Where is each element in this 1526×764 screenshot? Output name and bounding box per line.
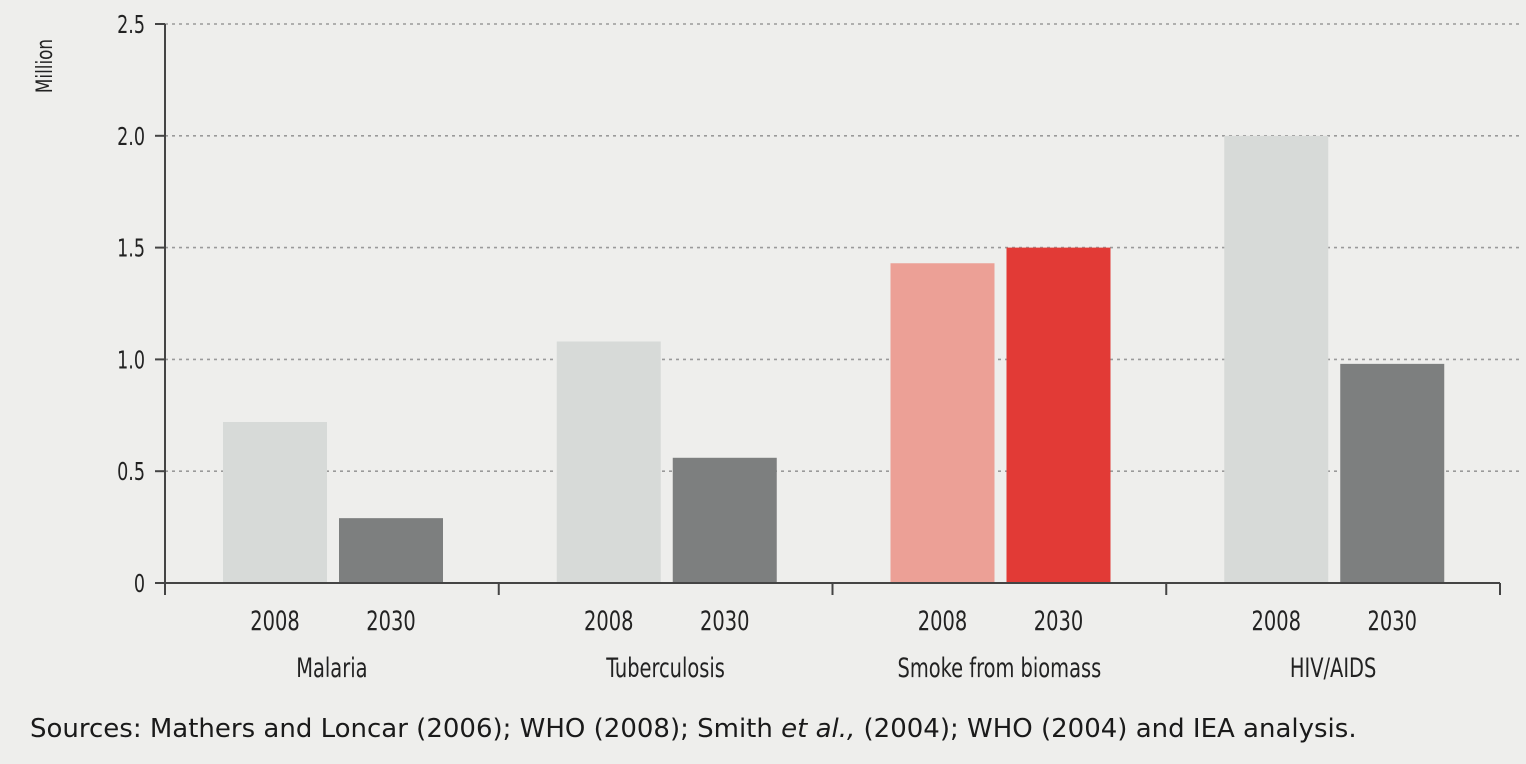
bar-hiv-aids-2008 <box>1224 135 1329 584</box>
bar-malaria-2008 <box>223 422 327 583</box>
source-prefix: Sources: Mathers and Loncar (2006); WHO … <box>30 714 782 744</box>
axes <box>155 23 1501 595</box>
labels: 0 0.5 1.0 1.5 2.0 2.5 Million 2008 2030 Malaria 20… <box>32 11 1417 684</box>
y-tick-label: 0 <box>134 570 145 599</box>
bar-tuberculosis-2008 <box>556 341 661 583</box>
x-category-label: Smoke from biomass <box>898 652 1102 684</box>
x-category-label: HIV/AIDS <box>1290 652 1376 684</box>
x-year-label: 2030 <box>1368 605 1417 637</box>
x-year-label: 2030 <box>366 605 415 637</box>
y-tick-label: 0.5 <box>117 458 145 487</box>
x-year-label: 2030 <box>700 605 749 637</box>
y-tick-label: 2.5 <box>117 11 145 40</box>
bar-chart: 0 0.5 1.0 1.5 2.0 2.5 Million 2008 2030 Malaria 20… <box>32 11 1520 684</box>
source-suffix: (2004); WHO (2004) and IEA analysis. <box>855 714 1357 744</box>
y-tick-label: 2.0 <box>117 122 145 151</box>
source-note: Sources: Mathers and Loncar (2006); WHO … <box>30 714 1357 744</box>
x-year-label: 2030 <box>1034 605 1083 637</box>
y-axis-label: Million <box>32 39 58 93</box>
bars <box>223 135 1445 584</box>
x-year-label: 2008 <box>250 605 299 637</box>
x-category-label: Malaria <box>296 652 367 684</box>
source-italic: et al., <box>781 714 856 744</box>
x-category-label: Tuberculosis <box>605 652 724 684</box>
y-tick-label: 1.0 <box>117 346 145 375</box>
x-year-label: 2008 <box>584 605 633 637</box>
x-year-label: 2008 <box>918 605 967 637</box>
y-tick-label: 1.5 <box>117 234 145 263</box>
x-year-label: 2008 <box>1252 605 1301 637</box>
bar-tuberculosis-2030 <box>672 457 777 583</box>
bar-hiv-aids-2030 <box>1340 363 1445 583</box>
bar-smoke-from-biomass-2030 <box>1006 247 1111 583</box>
bar-smoke-from-biomass-2008 <box>890 263 995 583</box>
bar-malaria-2030 <box>339 518 443 583</box>
